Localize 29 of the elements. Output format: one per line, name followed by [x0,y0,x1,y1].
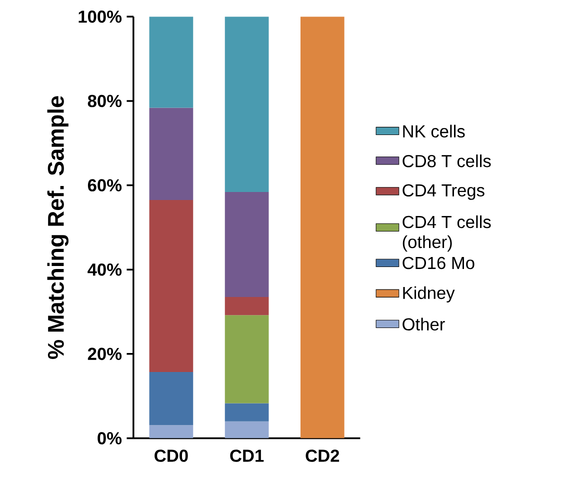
y-tick-label: 20% [88,348,122,360]
x-tick-label: CD1 [230,449,264,462]
y-tick-label: 80% [88,94,122,107]
legend-label: CD8 T cells [402,154,491,168]
x-tick-label: CD0 [154,449,188,462]
bar [224,315,269,404]
y-tick-label: 100% [78,10,122,23]
bar [149,16,194,108]
bar [149,372,194,426]
legend-label: Other [402,318,445,330]
legend-label: NK cells [403,124,465,138]
bar [300,16,344,438]
bar [224,296,269,316]
y-tick-label: 60% [88,179,122,192]
legend-label: CD4 T cells (other) [402,215,491,252]
bar [224,421,269,438]
y-tick-label: 40% [88,263,122,276]
bar [149,200,194,372]
y-axis-title: % Matching Ref. Sample [47,96,69,359]
legend-label: Kidney [403,286,455,302]
x-tick-label: CD2 [306,449,340,462]
bar [149,425,194,438]
y-tick-label: 0% [98,432,122,444]
bar [224,403,269,422]
bar [149,108,194,200]
legend-label: CD16 Mo [402,256,474,269]
bar [224,192,269,297]
legend-label: CD4 Tregs [402,184,484,200]
bar [224,16,269,192]
